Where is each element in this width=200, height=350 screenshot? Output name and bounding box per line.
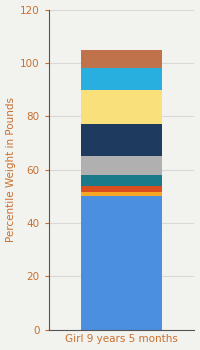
Bar xyxy=(81,186,162,192)
Bar xyxy=(81,192,162,196)
Bar xyxy=(81,156,162,175)
Y-axis label: Percentile Weight in Pounds: Percentile Weight in Pounds xyxy=(6,97,16,242)
Bar xyxy=(81,90,162,124)
Bar xyxy=(81,175,162,186)
Bar xyxy=(81,196,162,330)
Bar xyxy=(81,124,162,156)
Bar xyxy=(81,68,162,90)
Bar xyxy=(81,50,162,68)
